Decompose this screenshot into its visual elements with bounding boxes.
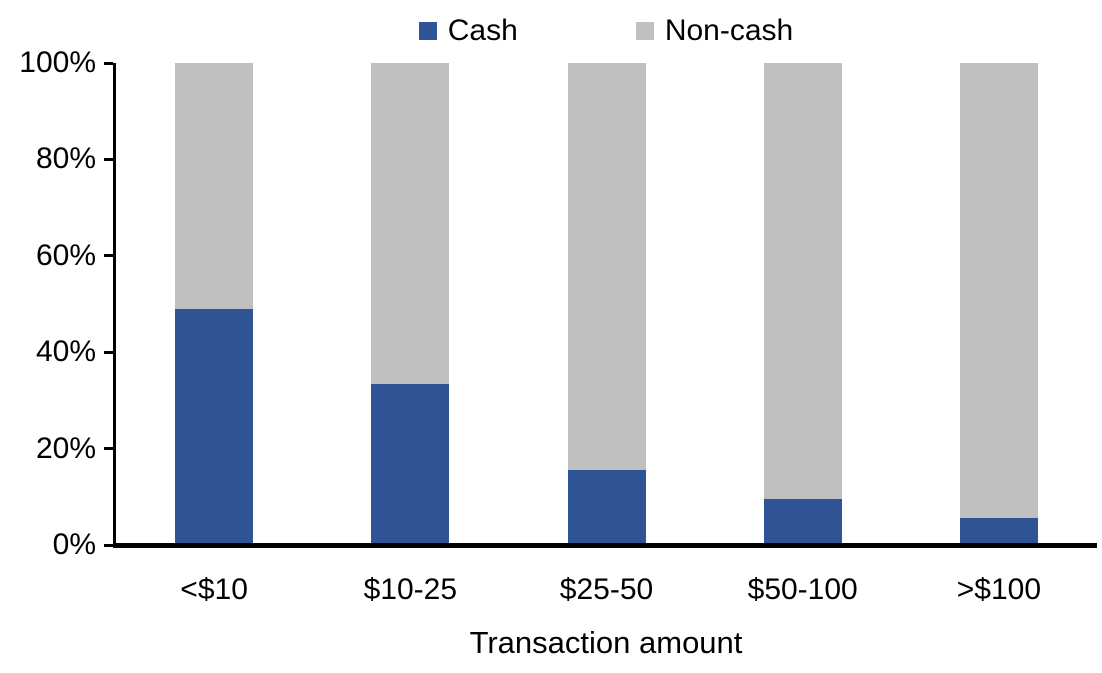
bar-segment-noncash bbox=[959, 63, 1038, 519]
stacked-bar bbox=[763, 63, 842, 545]
y-axis-tick bbox=[104, 254, 113, 258]
legend-label: Non-cash bbox=[664, 14, 794, 47]
x-axis-line bbox=[113, 543, 1097, 548]
y-axis-tick bbox=[104, 61, 113, 65]
legend-swatch-icon bbox=[418, 22, 437, 40]
x-axis-category-label: $50-100 bbox=[747, 573, 858, 606]
y-axis-tick bbox=[104, 447, 113, 451]
bar-segment-noncash bbox=[371, 63, 450, 384]
legend-item-cash: Cash bbox=[418, 14, 518, 47]
y-axis-tick-label: 0% bbox=[52, 528, 96, 561]
x-axis-category-label: <$10 bbox=[180, 573, 248, 606]
bar-segment-cash bbox=[763, 499, 842, 545]
x-axis-title: Transaction amount bbox=[469, 625, 743, 660]
y-axis-line bbox=[113, 63, 116, 545]
bar-segment-cash bbox=[371, 383, 450, 545]
y-axis-tick bbox=[104, 350, 113, 354]
y-axis-tick-label: 20% bbox=[35, 431, 96, 465]
bar-segment-noncash bbox=[763, 63, 842, 500]
plot-area bbox=[116, 63, 1097, 545]
bar-segment-cash bbox=[175, 308, 254, 545]
y-axis-tick bbox=[104, 543, 113, 547]
y-axis-tick-label: 80% bbox=[35, 142, 96, 176]
x-axis-category-label: >$100 bbox=[956, 573, 1042, 606]
y-axis-tick-label: 100% bbox=[19, 46, 96, 79]
stacked-bar bbox=[959, 63, 1038, 545]
legend: Cash Non-cash bbox=[115, 10, 1097, 52]
stacked-bar bbox=[567, 63, 646, 545]
legend-item-non-cash: Non-cash bbox=[635, 14, 794, 47]
bar-segment-noncash bbox=[567, 63, 646, 471]
x-axis-category-label: $25-50 bbox=[559, 573, 654, 606]
bar-segment-noncash bbox=[175, 63, 254, 309]
bar-segment-cash bbox=[567, 470, 646, 545]
legend-swatch-icon bbox=[635, 22, 654, 40]
y-axis-tick bbox=[104, 157, 113, 161]
x-axis-category-label: $10-25 bbox=[363, 573, 458, 606]
stacked-bar bbox=[371, 63, 450, 545]
legend-label: Cash bbox=[447, 14, 518, 47]
stacked-bar bbox=[175, 63, 254, 545]
y-axis-tick-label: 60% bbox=[35, 238, 96, 272]
bar-segment-cash bbox=[959, 518, 1038, 545]
y-axis-tick-label: 40% bbox=[35, 335, 96, 369]
